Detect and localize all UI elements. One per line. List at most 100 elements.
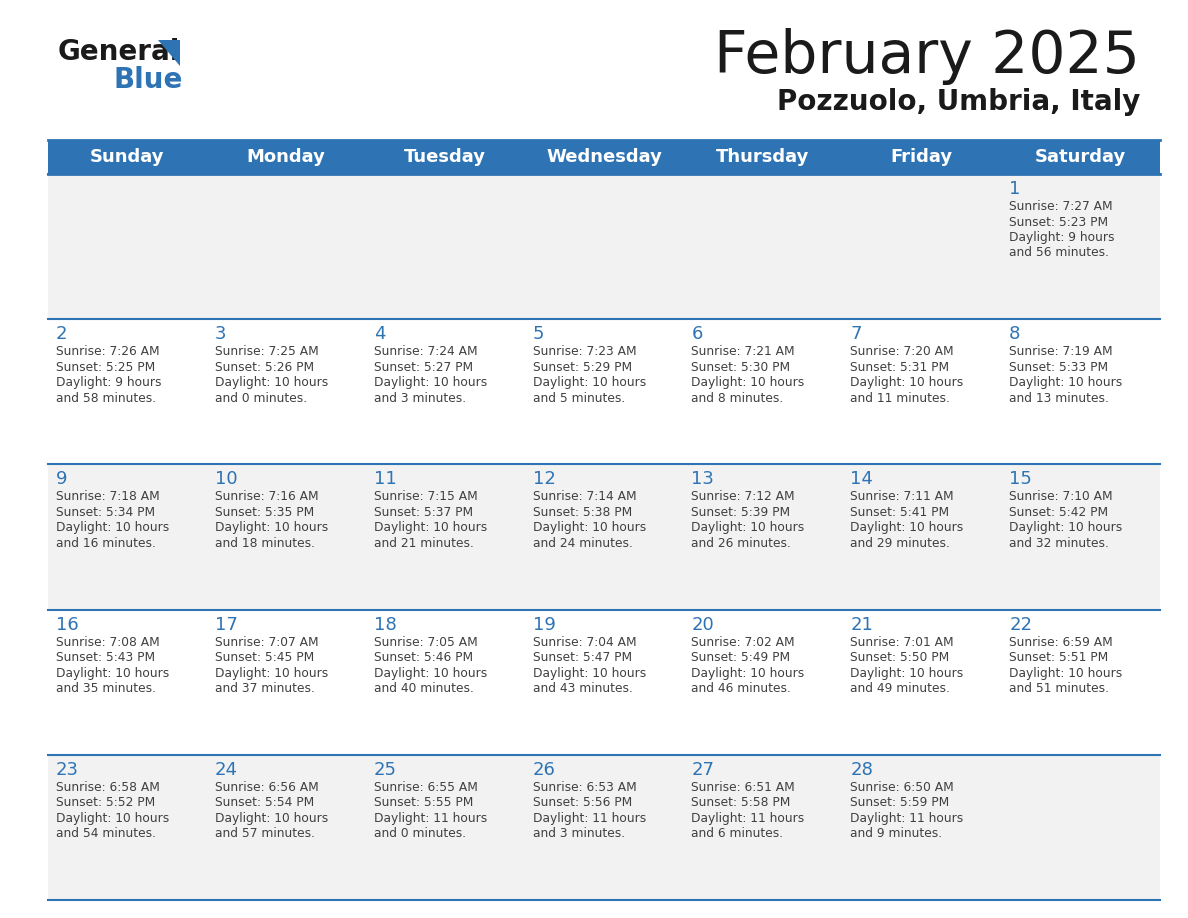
Text: Sunrise: 7:24 AM: Sunrise: 7:24 AM: [374, 345, 478, 358]
Text: Daylight: 10 hours: Daylight: 10 hours: [1009, 376, 1123, 389]
Text: Daylight: 11 hours: Daylight: 11 hours: [374, 812, 487, 824]
Text: and 5 minutes.: and 5 minutes.: [532, 392, 625, 405]
Text: Sunset: 5:43 PM: Sunset: 5:43 PM: [56, 651, 156, 664]
Text: and 43 minutes.: and 43 minutes.: [532, 682, 632, 695]
Text: Daylight: 10 hours: Daylight: 10 hours: [851, 666, 963, 679]
Text: Sunrise: 7:27 AM: Sunrise: 7:27 AM: [1009, 200, 1113, 213]
Bar: [48, 610, 1159, 755]
Text: Sunrise: 6:58 AM: Sunrise: 6:58 AM: [56, 781, 160, 794]
Text: Wednesday: Wednesday: [546, 148, 662, 166]
Text: Sunrise: 7:16 AM: Sunrise: 7:16 AM: [215, 490, 318, 503]
Text: 12: 12: [532, 470, 556, 488]
Text: 6: 6: [691, 325, 703, 343]
Text: and 35 minutes.: and 35 minutes.: [56, 682, 156, 695]
Text: Daylight: 10 hours: Daylight: 10 hours: [1009, 666, 1123, 679]
Text: 3: 3: [215, 325, 227, 343]
Text: Sunset: 5:52 PM: Sunset: 5:52 PM: [56, 796, 156, 810]
Text: Sunrise: 7:18 AM: Sunrise: 7:18 AM: [56, 490, 159, 503]
Text: Sunset: 5:59 PM: Sunset: 5:59 PM: [851, 796, 949, 810]
Text: Daylight: 10 hours: Daylight: 10 hours: [691, 376, 804, 389]
Text: and 29 minutes.: and 29 minutes.: [851, 537, 950, 550]
Text: Sunrise: 6:55 AM: Sunrise: 6:55 AM: [374, 781, 478, 794]
Text: Sunset: 5:54 PM: Sunset: 5:54 PM: [215, 796, 314, 810]
Text: Monday: Monday: [247, 148, 326, 166]
Text: 27: 27: [691, 761, 714, 778]
Text: and 9 minutes.: and 9 minutes.: [851, 827, 942, 840]
Text: Daylight: 10 hours: Daylight: 10 hours: [691, 666, 804, 679]
Text: 20: 20: [691, 616, 714, 633]
Text: Sunset: 5:39 PM: Sunset: 5:39 PM: [691, 506, 790, 519]
Text: 22: 22: [1009, 616, 1032, 633]
Text: Sunset: 5:27 PM: Sunset: 5:27 PM: [374, 361, 473, 374]
Text: Sunset: 5:31 PM: Sunset: 5:31 PM: [851, 361, 949, 374]
Text: 4: 4: [374, 325, 385, 343]
Text: Daylight: 10 hours: Daylight: 10 hours: [56, 666, 169, 679]
Text: Sunrise: 7:01 AM: Sunrise: 7:01 AM: [851, 635, 954, 649]
Text: and 37 minutes.: and 37 minutes.: [215, 682, 315, 695]
Bar: [48, 319, 1159, 465]
Text: Daylight: 10 hours: Daylight: 10 hours: [374, 521, 487, 534]
Bar: [48, 140, 1159, 174]
Text: and 3 minutes.: and 3 minutes.: [532, 827, 625, 840]
Text: Friday: Friday: [891, 148, 953, 166]
Text: and 0 minutes.: and 0 minutes.: [215, 392, 307, 405]
Text: Daylight: 10 hours: Daylight: 10 hours: [691, 521, 804, 534]
Text: and 54 minutes.: and 54 minutes.: [56, 827, 156, 840]
Text: Daylight: 9 hours: Daylight: 9 hours: [56, 376, 162, 389]
Text: Sunset: 5:23 PM: Sunset: 5:23 PM: [1009, 216, 1108, 229]
Text: and 21 minutes.: and 21 minutes.: [374, 537, 474, 550]
Text: Saturday: Saturday: [1035, 148, 1126, 166]
Text: Pozzuolo, Umbria, Italy: Pozzuolo, Umbria, Italy: [777, 88, 1140, 116]
Text: Daylight: 9 hours: Daylight: 9 hours: [1009, 231, 1114, 244]
Text: 23: 23: [56, 761, 78, 778]
Text: Sunset: 5:29 PM: Sunset: 5:29 PM: [532, 361, 632, 374]
Text: Sunset: 5:49 PM: Sunset: 5:49 PM: [691, 651, 790, 664]
Text: Daylight: 10 hours: Daylight: 10 hours: [532, 666, 646, 679]
Text: Sunrise: 7:02 AM: Sunrise: 7:02 AM: [691, 635, 795, 649]
Text: Daylight: 11 hours: Daylight: 11 hours: [851, 812, 963, 824]
Text: Daylight: 10 hours: Daylight: 10 hours: [215, 666, 328, 679]
Text: Sunset: 5:42 PM: Sunset: 5:42 PM: [1009, 506, 1108, 519]
Text: Tuesday: Tuesday: [404, 148, 486, 166]
Text: 2: 2: [56, 325, 68, 343]
Text: Daylight: 10 hours: Daylight: 10 hours: [56, 812, 169, 824]
Text: and 6 minutes.: and 6 minutes.: [691, 827, 784, 840]
Text: and 40 minutes.: and 40 minutes.: [374, 682, 474, 695]
Text: Sunday: Sunday: [90, 148, 165, 166]
Text: 18: 18: [374, 616, 397, 633]
Text: 5: 5: [532, 325, 544, 343]
Text: and 58 minutes.: and 58 minutes.: [56, 392, 156, 405]
Text: Sunrise: 7:19 AM: Sunrise: 7:19 AM: [1009, 345, 1113, 358]
Bar: [48, 465, 1159, 610]
Text: Daylight: 10 hours: Daylight: 10 hours: [56, 521, 169, 534]
Text: Sunrise: 7:05 AM: Sunrise: 7:05 AM: [374, 635, 478, 649]
Text: Sunset: 5:35 PM: Sunset: 5:35 PM: [215, 506, 314, 519]
Text: 13: 13: [691, 470, 714, 488]
Text: and 57 minutes.: and 57 minutes.: [215, 827, 315, 840]
Text: Daylight: 11 hours: Daylight: 11 hours: [691, 812, 804, 824]
Text: Daylight: 10 hours: Daylight: 10 hours: [851, 521, 963, 534]
Text: Sunrise: 7:25 AM: Sunrise: 7:25 AM: [215, 345, 318, 358]
Text: Sunrise: 7:26 AM: Sunrise: 7:26 AM: [56, 345, 159, 358]
Bar: [48, 174, 1159, 319]
Text: Sunrise: 7:11 AM: Sunrise: 7:11 AM: [851, 490, 954, 503]
Polygon shape: [158, 40, 181, 66]
Text: Daylight: 10 hours: Daylight: 10 hours: [215, 812, 328, 824]
Text: Sunset: 5:34 PM: Sunset: 5:34 PM: [56, 506, 156, 519]
Text: 1: 1: [1009, 180, 1020, 198]
Text: and 18 minutes.: and 18 minutes.: [215, 537, 315, 550]
Text: and 49 minutes.: and 49 minutes.: [851, 682, 950, 695]
Text: 25: 25: [374, 761, 397, 778]
Text: Sunset: 5:55 PM: Sunset: 5:55 PM: [374, 796, 473, 810]
Bar: [48, 755, 1159, 900]
Text: 10: 10: [215, 470, 238, 488]
Text: 24: 24: [215, 761, 238, 778]
Text: Sunset: 5:26 PM: Sunset: 5:26 PM: [215, 361, 314, 374]
Text: Blue: Blue: [113, 66, 183, 94]
Text: Daylight: 10 hours: Daylight: 10 hours: [1009, 521, 1123, 534]
Text: Sunrise: 6:59 AM: Sunrise: 6:59 AM: [1009, 635, 1113, 649]
Text: Daylight: 10 hours: Daylight: 10 hours: [374, 666, 487, 679]
Text: and 16 minutes.: and 16 minutes.: [56, 537, 156, 550]
Text: Sunset: 5:46 PM: Sunset: 5:46 PM: [374, 651, 473, 664]
Text: 17: 17: [215, 616, 238, 633]
